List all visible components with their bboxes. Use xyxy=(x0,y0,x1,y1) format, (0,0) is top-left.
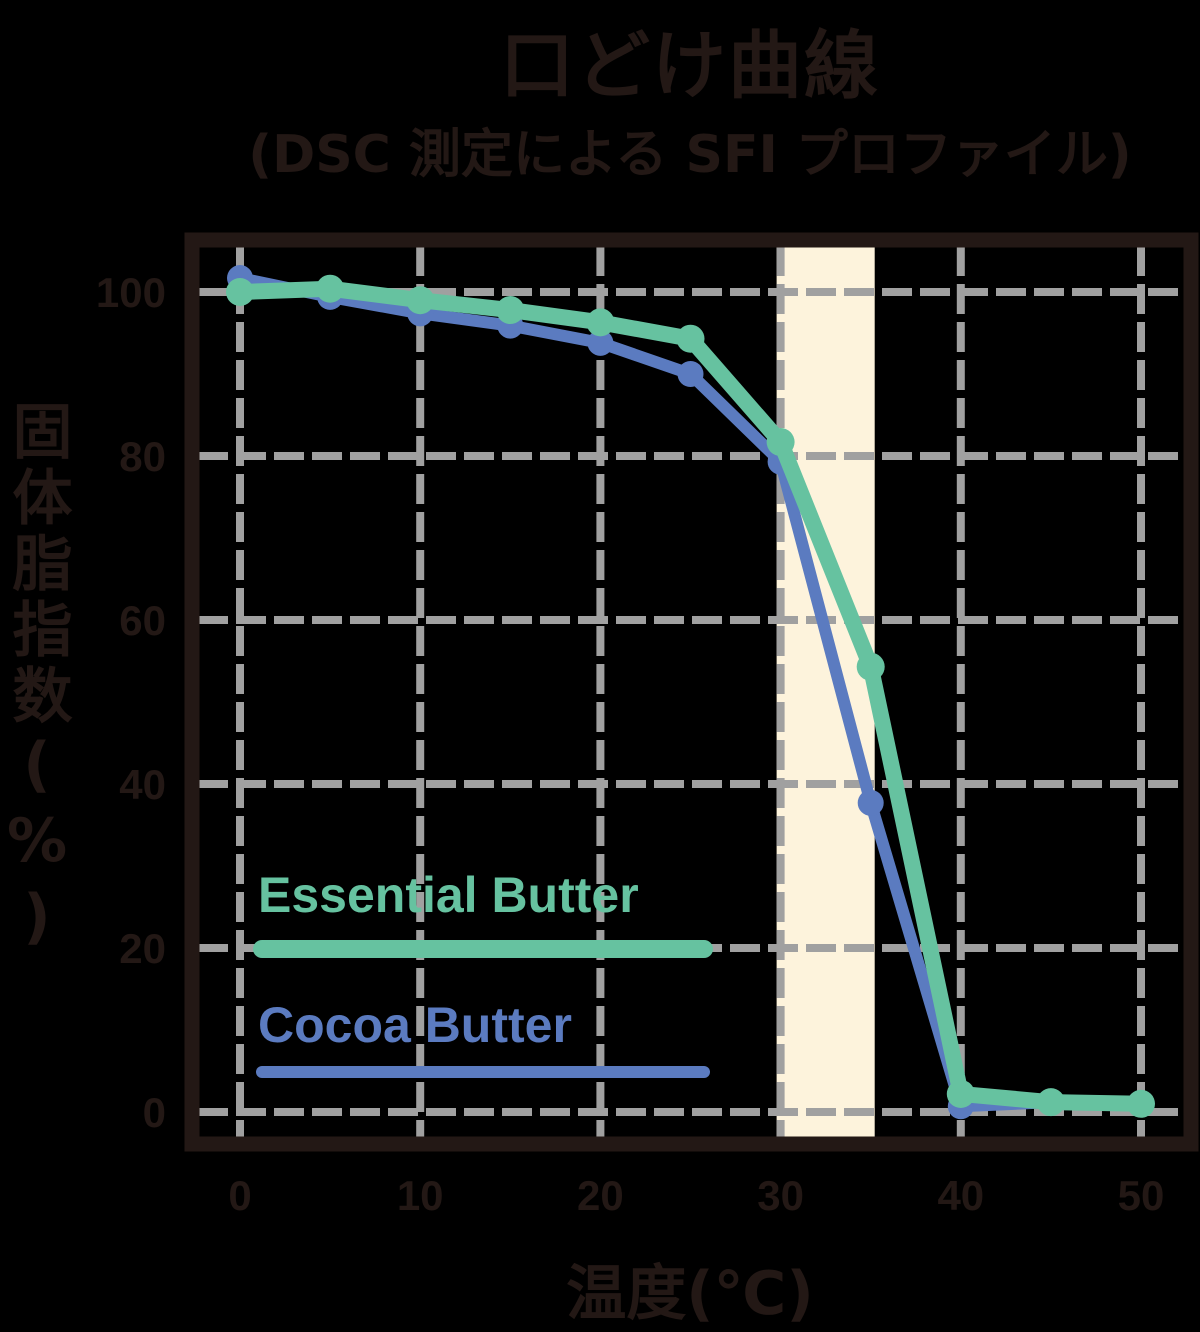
data-series xyxy=(226,265,1155,1120)
data-point-marker xyxy=(1036,1088,1065,1117)
chart-subtitle: (DSC 測定による SFI プロファイル) xyxy=(248,125,1132,185)
data-point-marker xyxy=(586,308,615,337)
data-point-marker xyxy=(766,428,795,457)
legend: Essential Butter Cocoa Butter xyxy=(253,867,713,1078)
y-tick-label: 0 xyxy=(143,1089,166,1136)
data-point-marker xyxy=(226,278,254,306)
data-point-marker xyxy=(316,274,345,303)
axis-ticks: 0 10 20 30 40 50 0 20 40 60 80 100 xyxy=(96,269,1164,1219)
x-tick-label: 10 xyxy=(397,1172,444,1219)
y-tick-label: 80 xyxy=(119,433,166,480)
y-tick-label: 60 xyxy=(119,597,166,644)
plot-border xyxy=(184,232,1199,1152)
legend-item-essential-butter: Essential Butter xyxy=(253,867,713,958)
plot-frame xyxy=(184,232,1199,1152)
data-point-marker xyxy=(676,324,705,353)
grid-lines xyxy=(198,246,1185,1140)
legend-label: Cocoa Butter xyxy=(258,997,572,1053)
data-point-marker xyxy=(857,789,884,816)
x-tick-label: 50 xyxy=(1118,1172,1165,1219)
x-axis-label: 温度(℃) xyxy=(566,1259,814,1329)
data-point-marker xyxy=(856,652,885,681)
legend-label: Essential Butter xyxy=(258,867,639,923)
y-tick-label: 20 xyxy=(119,925,166,972)
x-tick-label: 0 xyxy=(228,1172,251,1219)
data-point-marker xyxy=(496,296,525,325)
x-tick-label: 40 xyxy=(937,1172,984,1219)
data-point-marker xyxy=(406,286,435,315)
data-point-marker xyxy=(677,361,704,387)
x-tick-label: 20 xyxy=(577,1172,624,1219)
x-tick-label: 30 xyxy=(757,1172,804,1219)
data-point-marker xyxy=(946,1079,975,1108)
y-axis-label: 固体脂指数(%) xyxy=(2,400,72,958)
highlight-band-rect xyxy=(776,242,875,1142)
chart-title: 口どけ曲線 xyxy=(500,23,880,109)
data-point-marker xyxy=(1127,1089,1155,1118)
series-line xyxy=(234,272,1147,1113)
highlight-band xyxy=(776,242,875,1142)
data-point-marker xyxy=(587,329,614,356)
legend-item-cocoa-butter: Cocoa Butter xyxy=(256,997,710,1078)
series-cocoa-butter xyxy=(227,265,1154,1120)
series-line xyxy=(232,280,1149,1112)
y-tick-label: 100 xyxy=(96,269,166,316)
y-tick-label: 40 xyxy=(119,761,166,808)
series-essential-butter xyxy=(226,274,1155,1118)
